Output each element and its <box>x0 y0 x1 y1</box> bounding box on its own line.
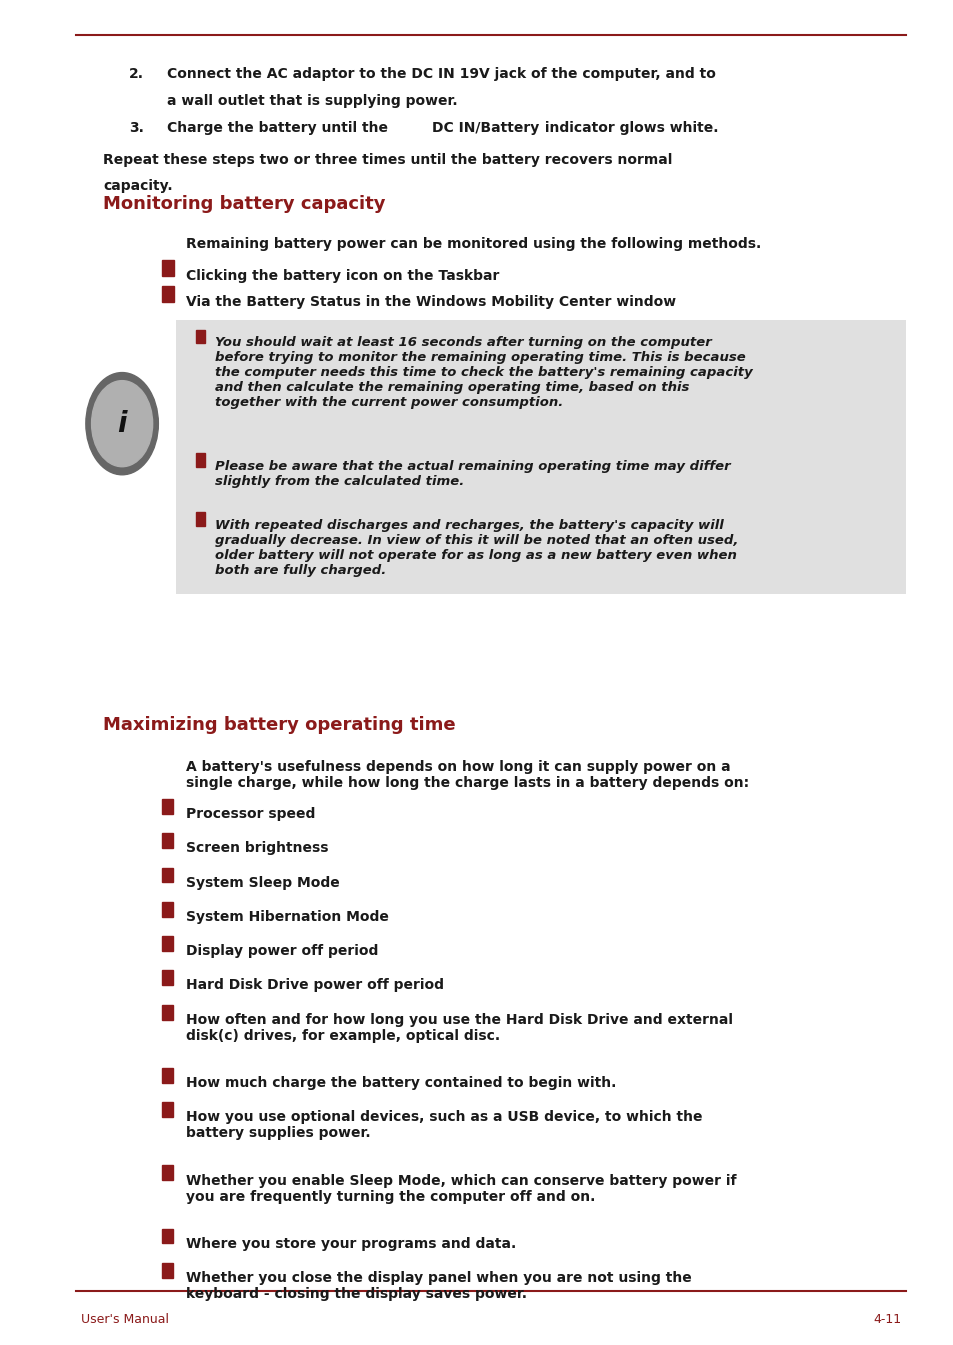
Text: System Sleep Mode: System Sleep Mode <box>186 876 339 889</box>
Text: Maximizing battery operating time: Maximizing battery operating time <box>103 716 456 733</box>
Text: User's Manual: User's Manual <box>81 1313 169 1326</box>
Circle shape <box>86 373 158 475</box>
Text: How you use optional devices, such as a USB device, to which the
battery supplie: How you use optional devices, such as a … <box>186 1111 701 1141</box>
Bar <box>162 799 172 814</box>
Text: 3.: 3. <box>129 121 144 134</box>
Text: How much charge the battery contained to begin with.: How much charge the battery contained to… <box>186 1076 616 1089</box>
Bar <box>195 453 205 467</box>
Bar <box>162 1068 172 1083</box>
Bar <box>195 330 205 343</box>
Text: Whether you close the display panel when you are not using the
keyboard - closin: Whether you close the display panel when… <box>186 1271 691 1301</box>
Text: You should wait at least 16 seconds after turning on the computer
before trying : You should wait at least 16 seconds afte… <box>214 336 752 409</box>
Text: Where you store your programs and data.: Where you store your programs and data. <box>186 1237 516 1251</box>
Text: capacity.: capacity. <box>103 179 172 192</box>
Bar <box>162 902 172 917</box>
Text: 2.: 2. <box>129 67 144 81</box>
Text: Whether you enable Sleep Mode, which can conserve battery power if
you are frequ: Whether you enable Sleep Mode, which can… <box>186 1173 736 1204</box>
Bar <box>162 260 173 276</box>
Text: How often and for how long you use the Hard Disk Drive and external
disk(c) driv: How often and for how long you use the H… <box>186 1013 732 1042</box>
Text: Hard Disk Drive power off period: Hard Disk Drive power off period <box>186 979 443 993</box>
Bar <box>162 1263 172 1278</box>
Bar <box>162 1005 172 1020</box>
Bar <box>162 1229 172 1244</box>
Text: Repeat these steps two or three times until the battery recovers normal: Repeat these steps two or three times un… <box>103 153 672 167</box>
Text: Processor speed: Processor speed <box>186 807 315 820</box>
Circle shape <box>91 381 152 467</box>
Text: Clicking the battery icon on the Taskbar: Clicking the battery icon on the Taskbar <box>186 269 498 282</box>
Text: i: i <box>117 410 127 437</box>
Text: Charge the battery until the: Charge the battery until the <box>167 121 393 134</box>
Text: Display power off period: Display power off period <box>186 944 378 958</box>
Text: A battery's usefulness depends on how long it can supply power on a
single charg: A battery's usefulness depends on how lo… <box>186 760 748 790</box>
Bar <box>162 1103 172 1118</box>
Bar <box>162 833 172 849</box>
Bar <box>162 285 173 301</box>
Text: a wall outlet that is supplying power.: a wall outlet that is supplying power. <box>167 94 457 108</box>
Text: Monitoring battery capacity: Monitoring battery capacity <box>103 195 385 213</box>
Text: indicator glows white.: indicator glows white. <box>539 121 718 134</box>
Bar <box>162 1165 172 1181</box>
Text: Remaining battery power can be monitored using the following methods.: Remaining battery power can be monitored… <box>186 237 760 250</box>
Text: DC IN/Battery: DC IN/Battery <box>432 121 538 134</box>
Bar <box>162 868 172 882</box>
Text: Screen brightness: Screen brightness <box>186 842 328 855</box>
Text: 4-11: 4-11 <box>873 1313 901 1326</box>
Text: Via the Battery Status in the Windows Mobility Center window: Via the Battery Status in the Windows Mo… <box>186 295 676 308</box>
FancyBboxPatch shape <box>176 320 905 594</box>
Bar <box>162 971 172 986</box>
Text: Connect the AC adaptor to the DC IN 19V jack of the computer, and to: Connect the AC adaptor to the DC IN 19V … <box>167 67 715 81</box>
Text: Please be aware that the actual remaining operating time may differ
slightly fro: Please be aware that the actual remainin… <box>214 460 729 488</box>
Text: With repeated discharges and recharges, the battery's capacity will
gradually de: With repeated discharges and recharges, … <box>214 519 738 577</box>
Bar <box>195 512 205 526</box>
Bar <box>162 936 172 951</box>
Text: System Hibernation Mode: System Hibernation Mode <box>186 911 389 924</box>
